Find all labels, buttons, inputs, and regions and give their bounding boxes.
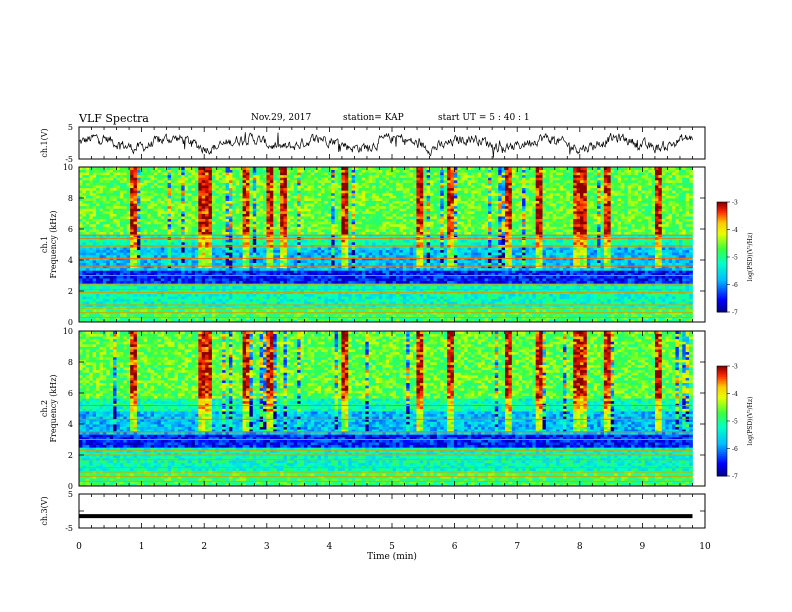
spectrogram-ylabel: ch.1 bbox=[40, 236, 49, 253]
y-tick-label: 10 bbox=[63, 327, 73, 336]
x-tick-label: 7 bbox=[514, 542, 520, 552]
ch1-ylabel: ch.1(V) bbox=[40, 128, 49, 157]
y-tick-label: -5 bbox=[65, 524, 73, 533]
colorbar-tick-label: -3 bbox=[732, 364, 738, 371]
y-tick-label: 2 bbox=[68, 287, 73, 296]
colorbar-tick-label: -3 bbox=[732, 200, 738, 207]
colorbar bbox=[717, 366, 727, 477]
ch3-ylabel: ch.3(V) bbox=[40, 496, 49, 525]
y-tick-label: 5 bbox=[68, 123, 73, 132]
colorbar-tick-label: -5 bbox=[732, 255, 738, 262]
colorbar-tick-label: -4 bbox=[732, 391, 738, 398]
y-tick-label: 4 bbox=[68, 256, 73, 265]
colorbar-tick-label: -7 bbox=[732, 310, 738, 317]
x-tick-label: 3 bbox=[264, 542, 270, 552]
x-tick-label: 10 bbox=[699, 542, 711, 552]
y-tick-label: 6 bbox=[68, 389, 73, 398]
y-tick-label: 4 bbox=[68, 420, 73, 429]
colorbar-tick-label: -4 bbox=[732, 227, 738, 234]
y-tick-label: 0 bbox=[68, 318, 73, 327]
x-tick-label: 6 bbox=[452, 542, 458, 552]
x-tick-label: 1 bbox=[139, 542, 145, 552]
spectrogram-cells-2 bbox=[79, 331, 693, 486]
y-tick-label: 8 bbox=[68, 194, 73, 203]
x-tick-label: 5 bbox=[389, 542, 395, 552]
colorbar-tick-label: -6 bbox=[732, 446, 738, 453]
x-tick-label: 4 bbox=[327, 542, 333, 552]
colorbar-label: log(PSD)(V²/Hz) bbox=[747, 233, 754, 282]
y-tick-label: 2 bbox=[68, 451, 73, 460]
x-tick-label: 8 bbox=[577, 542, 583, 552]
y-tick-label: 5 bbox=[68, 490, 73, 499]
ch3-waveform-frame bbox=[79, 494, 705, 528]
colorbar-tick-label: -7 bbox=[732, 474, 738, 481]
x-tick-label: 2 bbox=[201, 542, 207, 552]
colorbar bbox=[717, 202, 727, 313]
spectrogram-cells-1 bbox=[79, 167, 693, 322]
y-tick-label: 8 bbox=[68, 358, 73, 367]
y-tick-label: 6 bbox=[68, 225, 73, 234]
x-tick-label: 0 bbox=[76, 542, 82, 552]
x-tick-label: 9 bbox=[640, 542, 646, 552]
x-axis-label: Time (min) bbox=[367, 551, 417, 562]
colorbar-tick-label: -6 bbox=[732, 282, 738, 289]
colorbar-tick-label: -5 bbox=[732, 419, 738, 426]
spectrogram-ylabel: Frequency (kHz) bbox=[49, 374, 58, 442]
colorbar-label: log(PSD)(V²/Hz) bbox=[747, 397, 754, 446]
spectrogram-ylabel: ch.2 bbox=[40, 400, 49, 417]
vlf-spectra-figure: 5-5ch.1(V)0246810ch.1 Frequency (kHz)-3-4… bbox=[0, 0, 792, 612]
y-tick-label: 10 bbox=[63, 163, 73, 172]
ch1-waveform-line bbox=[79, 132, 693, 157]
spectrogram-ylabel: Frequency (kHz) bbox=[49, 210, 58, 278]
